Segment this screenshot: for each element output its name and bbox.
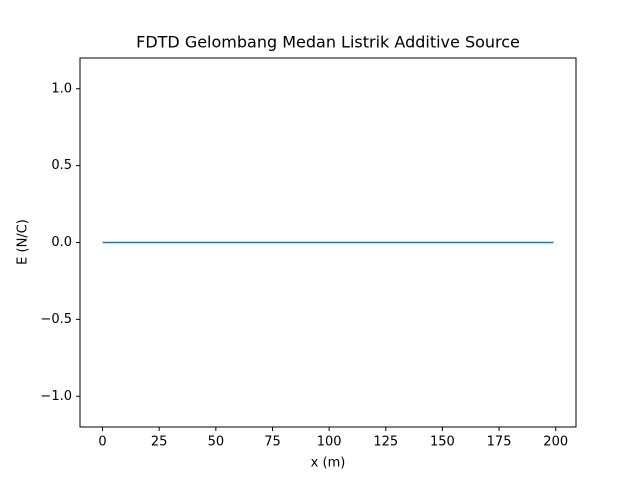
y-axis-label: E (N/C)	[16, 219, 31, 265]
y-tick-label: 1.0	[51, 81, 72, 96]
x-tick-label: 175	[487, 435, 512, 450]
y-tick-label: −1.0	[40, 389, 72, 404]
x-tick-label: 25	[151, 435, 168, 450]
x-tick-label: 0	[98, 435, 106, 450]
x-tick-label: 75	[264, 435, 281, 450]
x-axis-label: x (m)	[311, 456, 346, 471]
y-tick-label: −0.5	[40, 312, 72, 327]
x-tick-label: 150	[430, 435, 455, 450]
x-tick-label: 100	[317, 435, 342, 450]
y-tick-label: 0.5	[51, 158, 72, 173]
y-tick-label: 0.0	[51, 235, 72, 250]
x-tick-label: 200	[543, 435, 568, 450]
chart-title: FDTD Gelombang Medan Listrik Additive So…	[136, 33, 520, 52]
x-tick-label: 50	[208, 435, 225, 450]
x-tick-label: 125	[373, 435, 398, 450]
